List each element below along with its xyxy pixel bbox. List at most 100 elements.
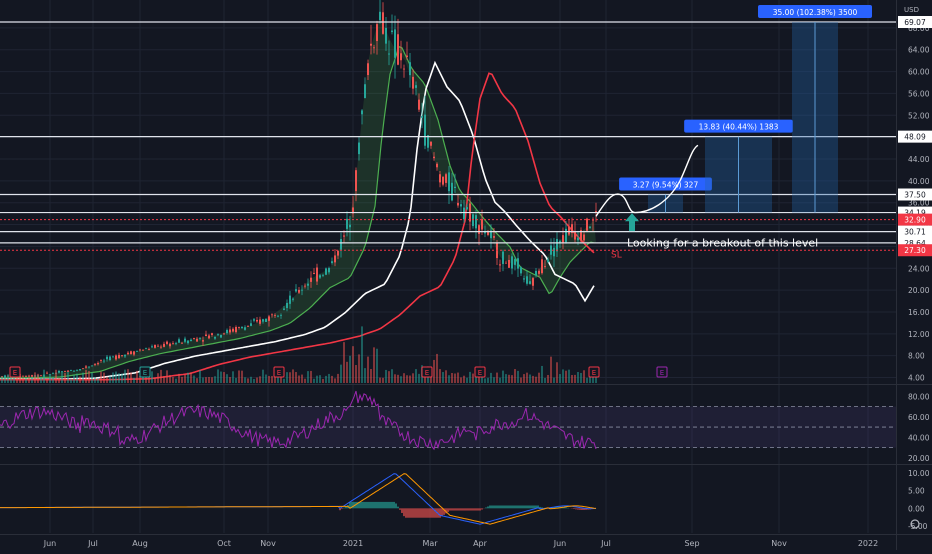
volume-bar <box>511 375 513 383</box>
macd-histogram-bar <box>533 505 535 508</box>
volume-bar <box>403 373 405 383</box>
volume-bar <box>223 372 225 383</box>
candle-body <box>223 333 225 334</box>
volume-bar <box>28 378 30 383</box>
price-axis-label: 4.00 <box>908 374 925 383</box>
volume-bar <box>55 370 57 383</box>
macd-histogram-bar <box>565 507 567 508</box>
volume-bar <box>553 378 555 383</box>
macd-histogram-bar <box>517 505 519 508</box>
candle-body <box>280 315 282 316</box>
volume-bar <box>67 372 69 383</box>
macd-histogram-bar <box>459 508 461 510</box>
candle-body <box>316 268 318 282</box>
candle-body <box>493 236 495 238</box>
candle-body <box>217 334 219 335</box>
candle-body <box>142 350 144 351</box>
volume-bar <box>202 377 204 383</box>
macd-histogram-bar <box>465 508 467 510</box>
candle-body <box>46 373 48 374</box>
volume-bar <box>154 378 156 383</box>
volume-bar <box>70 379 72 383</box>
time-axis-label: Oct <box>217 539 231 548</box>
volume-bar <box>349 356 351 383</box>
volume-bar <box>340 365 342 383</box>
price-axis-label: 20.00 <box>908 286 930 295</box>
volume-bar <box>172 377 174 383</box>
candle-body <box>343 235 345 236</box>
volume-bar <box>523 374 525 383</box>
macd-histogram-bar <box>369 502 371 508</box>
candle-body <box>445 174 447 183</box>
volume-bar <box>484 378 486 383</box>
macd-histogram-bar <box>493 505 495 508</box>
candle-body <box>172 343 174 344</box>
volume-bar <box>265 375 267 383</box>
candle-body <box>202 340 204 341</box>
volume-bar <box>214 376 216 383</box>
volume-bar <box>100 372 102 383</box>
volume-bar <box>259 376 261 383</box>
macd-histogram-bar <box>577 508 579 509</box>
volume-bar <box>358 354 360 383</box>
volume-bar <box>127 369 129 383</box>
macd-histogram-bar <box>415 508 417 517</box>
candle-body <box>301 290 303 291</box>
candle-body <box>238 327 240 328</box>
volume-bar <box>463 376 465 383</box>
earnings-marker-label: E <box>425 369 429 377</box>
macd-histogram-bar <box>425 508 427 517</box>
candle-body <box>370 44 372 46</box>
candle-body <box>298 290 300 293</box>
candle-body <box>124 355 126 357</box>
candle-body <box>109 357 111 360</box>
candle-body <box>568 227 570 235</box>
price-level-value: 27.30 <box>904 246 926 255</box>
volume-bar <box>292 369 294 383</box>
volume-bar <box>133 378 135 383</box>
macd-histogram-bar <box>343 508 345 509</box>
volume-bar <box>448 375 450 383</box>
candle-body <box>205 335 207 337</box>
candle-body <box>31 375 33 377</box>
candle-body <box>181 343 183 344</box>
volume-bar <box>43 370 45 383</box>
macd-histogram-bar <box>367 502 369 508</box>
earnings-marker-label: E <box>143 369 147 377</box>
time-axis-label: 2021 <box>343 539 363 548</box>
volume-bar <box>193 376 195 383</box>
candle-body <box>70 370 72 371</box>
macd-histogram-bar <box>481 508 483 509</box>
macd-histogram-bar <box>495 505 497 508</box>
macd-histogram-bar <box>525 505 527 508</box>
currency-label: USD <box>904 6 919 14</box>
candle-body <box>112 357 114 358</box>
macd-histogram-bar <box>405 508 407 517</box>
candle-body <box>274 315 276 316</box>
macd-histogram-bar <box>489 505 491 508</box>
volume-bar <box>124 370 126 383</box>
volume-bar <box>496 373 498 383</box>
candle-body <box>337 251 339 256</box>
volume-bar <box>334 378 336 383</box>
volume-bar <box>109 376 111 383</box>
volume-bar <box>331 376 333 383</box>
candle-body <box>514 259 516 265</box>
macd-histogram-bar <box>375 502 377 508</box>
candle-body <box>379 12 381 20</box>
candle-body <box>382 12 384 34</box>
candle-body <box>409 62 411 75</box>
macd-histogram-bar <box>451 508 453 510</box>
price-level-value: 37.50 <box>904 191 926 200</box>
time-axis-label: 2022 <box>858 539 878 548</box>
candle-body <box>214 337 216 339</box>
volume-bar <box>1 377 3 383</box>
volume-bar <box>49 375 51 383</box>
candle-body <box>241 327 243 328</box>
volume-bar <box>319 375 321 383</box>
candle-body <box>208 335 210 338</box>
target-label: 35.00 (102.38%) 3500 <box>773 8 858 17</box>
candle-body <box>448 172 450 191</box>
